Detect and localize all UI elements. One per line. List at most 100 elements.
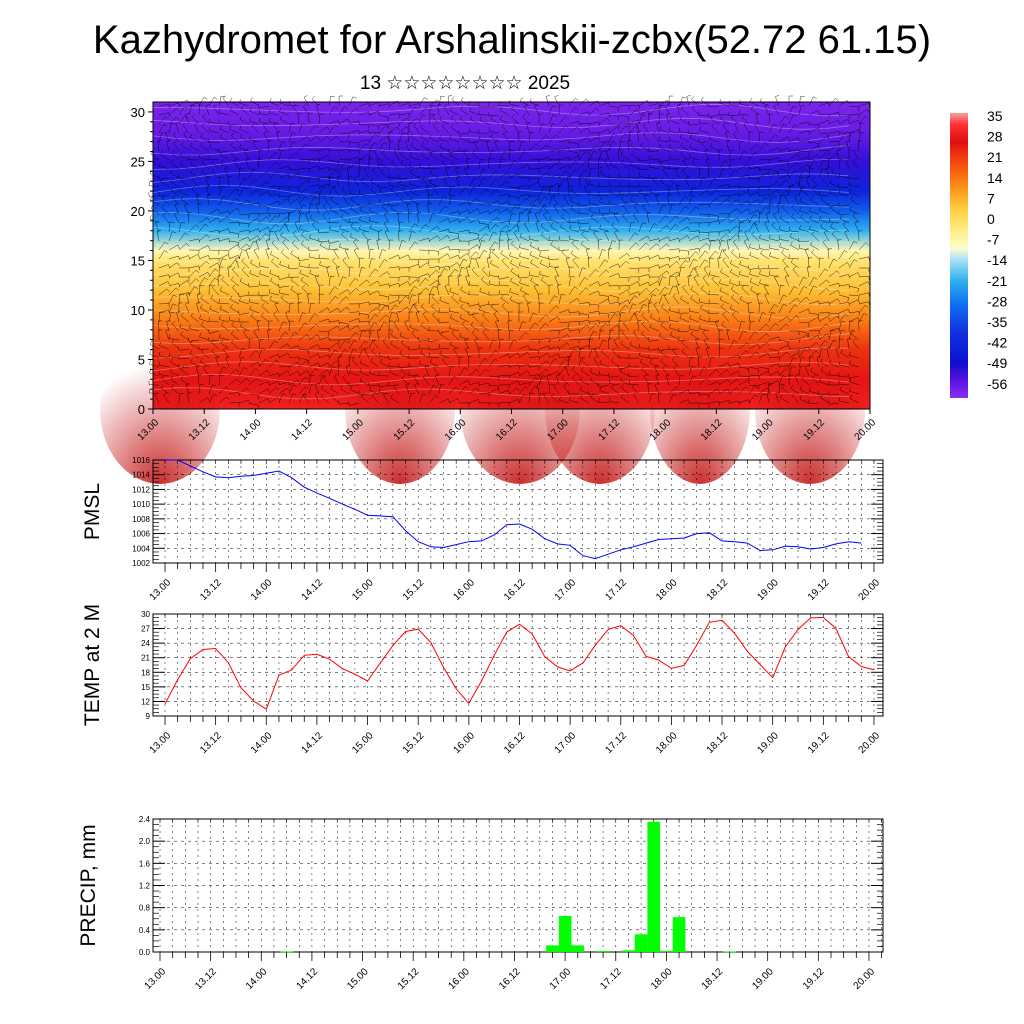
precip-xtick-label: 17.00 [548, 966, 574, 992]
contour-line-6 [152, 184, 850, 197]
contour-line-11 [152, 252, 850, 265]
xsec-ytick-label: 10 [131, 303, 145, 318]
precip-ytick-label: 0.0 [139, 948, 151, 957]
precip-bar [723, 951, 737, 953]
wind-barbs [148, 94, 870, 410]
precip-ytick-label: 1.2 [139, 882, 151, 891]
contour-line-3 [152, 145, 850, 156]
pmsl-xtick-label: 19.12 [806, 577, 832, 603]
precip-xtick-label: 19.12 [801, 966, 827, 992]
colorbar-label: -28 [987, 293, 1007, 309]
contour-line-12 [152, 265, 850, 278]
colorbar-label: -42 [987, 335, 1007, 351]
pmsl-series-line [165, 459, 862, 560]
precip-xtick-label: 18.12 [700, 966, 726, 992]
precip-xtick-label: 13.12 [193, 966, 219, 992]
xsec-ytick-label: 20 [131, 204, 145, 219]
pmsl-ytick-label: 1016 [132, 456, 150, 465]
precip-bar [558, 916, 572, 952]
precip-bar [634, 934, 648, 952]
pmsl-xtick-label: 18.12 [705, 577, 731, 603]
temp2m-xtick-label: 17.00 [553, 730, 579, 756]
precip-xtick-label: 15.00 [345, 966, 371, 992]
contour-line-8 [152, 211, 850, 225]
precip-bar [596, 950, 610, 952]
colorbar-label: -56 [987, 376, 1007, 392]
xsec-ytick-label: 5 [138, 352, 145, 367]
pmsl-xtick-label: 17.12 [603, 577, 629, 603]
pmsl-ytick-label: 1006 [132, 530, 150, 539]
temp2m-xtick-label: 14.12 [300, 730, 326, 756]
colorbar-label: 28 [987, 129, 1003, 145]
temp2m-xtick-label: 18.12 [705, 730, 731, 756]
temp2m-xtick-label: 17.12 [603, 730, 629, 756]
precip-bar [660, 950, 673, 952]
pmsl-xtick-label: 17.00 [553, 577, 579, 603]
xsec-ytick-label: 25 [131, 154, 145, 169]
temp2m-xtick-label: 16.00 [451, 730, 477, 756]
temp2m-xtick-label: 19.00 [755, 730, 781, 756]
temp2m-ytick-label: 9 [146, 712, 151, 721]
precip-xtick-label: 16.00 [446, 966, 472, 992]
precip-bar [672, 917, 686, 952]
colorbar-label: -49 [987, 355, 1007, 371]
precip-xtick-label: 17.12 [598, 966, 624, 992]
pmsl-ylabel: PMSL [81, 483, 104, 540]
colorbar-label: 7 [987, 190, 995, 206]
xsec-ytick-label: 0 [138, 402, 145, 417]
precip-ytick-label: 2.0 [139, 837, 151, 846]
temp2m-xtick-label: 13.12 [198, 730, 224, 756]
chart-subtitle: 13 ☆☆☆☆☆☆☆☆ 2025 [359, 73, 571, 94]
precip-xtick-label: 14.00 [244, 966, 270, 992]
pmsl-ytick-label: 1010 [132, 500, 150, 509]
colorbar [950, 113, 968, 398]
temp2m-xtick-label: 20.00 [857, 730, 883, 756]
chart-title: Kazhydromet for Arshalinskii-zcbx(52.72 … [92, 18, 932, 62]
temp2m-xtick-label: 16.12 [502, 730, 528, 756]
pmsl-xtick-label: 20.00 [857, 577, 883, 603]
contour-line-20 [152, 374, 850, 386]
pmsl-xtick-label: 13.00 [148, 577, 174, 603]
contour-line-9 [152, 225, 850, 238]
temp2m-xtick-label: 14.00 [249, 730, 275, 756]
precip-ytick-label: 2.4 [139, 815, 151, 824]
pmsl-xtick-label: 16.00 [451, 577, 477, 603]
precip-bar [571, 945, 585, 952]
contour-line-13 [152, 279, 850, 292]
pmsl-ytick-label: 1002 [132, 559, 150, 568]
pmsl-xtick-label: 15.12 [401, 577, 427, 603]
contour-lines [152, 103, 850, 400]
colorbar-label: 21 [987, 149, 1003, 165]
precip-xtick-label: 19.00 [750, 966, 776, 992]
contour-line-15 [152, 306, 850, 319]
precip-xtick-label: 13.00 [143, 966, 169, 992]
precip-bar [622, 950, 635, 952]
colorbar-label: -21 [987, 273, 1007, 289]
temp2m-ylabel: TEMP at 2 M [81, 604, 104, 726]
precip-bar [280, 951, 293, 953]
precip-ytick-label: 1.6 [139, 859, 151, 868]
xsec-xtick-label: 14.12 [289, 417, 315, 443]
pmsl-ytick-label: 1004 [132, 544, 150, 553]
temp2m-ytick-label: 30 [141, 610, 150, 619]
colorbar-label: -7 [987, 232, 1000, 248]
xsec-ytick-label: 15 [131, 253, 145, 268]
colorbar-label: -14 [987, 252, 1007, 268]
pmsl-xtick-label: 16.12 [502, 577, 528, 603]
contour-line-1 [152, 117, 850, 130]
colorbar-label: 14 [987, 170, 1003, 186]
precip-ylabel: PRECIP, mm [77, 824, 100, 946]
xsec-xtick-label: 14.00 [238, 417, 264, 443]
precip-bar [546, 945, 559, 952]
pmsl-xtick-label: 13.12 [198, 577, 224, 603]
temp2m-xtick-label: 15.12 [401, 730, 427, 756]
pmsl-xtick-label: 18.00 [654, 577, 680, 603]
pmsl-ytick-label: 1014 [132, 471, 150, 480]
temp2m-ytick-label: 18 [141, 668, 150, 677]
pmsl-xtick-label: 14.12 [300, 577, 326, 603]
temp2m-frame [152, 613, 884, 717]
precip-ytick-label: 0.4 [139, 926, 151, 935]
pmsl-xtick-label: 15.00 [350, 577, 376, 603]
temp2m-ytick-label: 15 [141, 683, 150, 692]
